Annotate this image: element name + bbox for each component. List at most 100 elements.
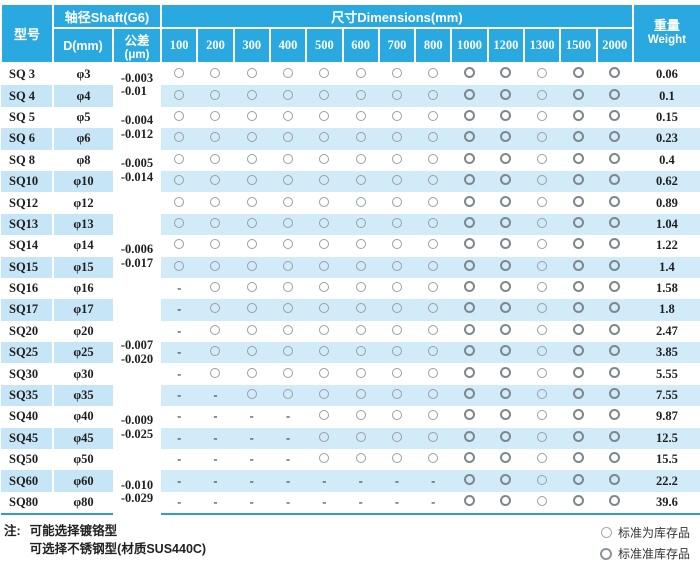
availability-cell-2000: [596, 406, 633, 428]
model-cell: SQ 5: [1, 106, 54, 129]
circle-thin-icon: [246, 153, 257, 164]
availability-cell-2000: [596, 63, 633, 86]
diameter-header: D(mm): [52, 27, 114, 64]
tolerance-header-cn: 公差: [124, 34, 150, 48]
circle-thin-icon: [283, 282, 294, 293]
tolerance-header: 公差 (μm): [111, 27, 163, 64]
circle-bold-icon: [500, 323, 512, 335]
availability-cell-1300: [523, 149, 561, 171]
circle-thin-icon: [537, 175, 548, 186]
availability-cell-1500: [560, 342, 597, 364]
availability-cell-1000: [451, 427, 488, 450]
dash-icon: -: [213, 430, 218, 445]
dash-icon: -: [249, 495, 254, 509]
model-cell: SQ20: [1, 320, 54, 343]
circle-bold-icon: [500, 430, 512, 442]
length-header-1200: 1200: [486, 27, 525, 64]
table-row-SQ16: SQ16 φ16 - 1.58: [1, 277, 700, 300]
availability-cell-300: [233, 63, 270, 86]
availability-cell-1300: [523, 427, 561, 450]
availability-cell-1200: [487, 384, 524, 407]
weight-header: 重量 Weight: [631, 3, 700, 64]
availability-cell-500: [306, 299, 343, 321]
availability-cell-500: [306, 427, 343, 450]
availability-cell-100: [161, 128, 198, 150]
availability-cell-1000: [451, 170, 488, 193]
circle-thin-icon: [246, 68, 257, 79]
availability-cell-2000: [596, 384, 633, 407]
diameter-cell: φ13: [53, 213, 113, 236]
circle-thin-icon: [391, 89, 402, 100]
availability-cell-200: [197, 63, 234, 86]
circle-bold-icon: [572, 323, 584, 335]
model-cell: SQ 4: [1, 85, 54, 107]
dash-icon: -: [249, 409, 254, 424]
circle-bold-icon: [464, 174, 476, 186]
circle-thin-icon: [319, 260, 330, 271]
circle-bold-icon: [572, 174, 584, 186]
diameter-cell: φ60: [53, 470, 113, 492]
circle-thin-icon: [355, 324, 366, 335]
diameter-cell: φ45: [53, 427, 113, 450]
availability-cell-1000: [451, 63, 488, 86]
circle-bold-icon: [464, 430, 476, 442]
circle-thin-icon: [246, 217, 257, 228]
circle-thin-icon: [355, 110, 366, 121]
circle-bold-icon: [572, 259, 584, 271]
circle-thin-icon: [428, 153, 439, 164]
availability-cell-500: [306, 85, 343, 107]
circle-bold-icon: [500, 88, 512, 100]
diameter-cell: φ25: [53, 342, 113, 364]
availability-cell-1500: [560, 149, 597, 171]
weight-cell: 2.47: [632, 320, 700, 343]
circle-thin-icon: [246, 175, 257, 186]
weight-cell: 5.55: [632, 363, 700, 385]
circle-thin-icon: [210, 217, 221, 228]
circle-thin-icon: [210, 282, 221, 293]
circle-bold-icon: [609, 174, 621, 186]
availability-cell-1000: [451, 192, 488, 214]
circle-thin-icon: [428, 410, 439, 421]
table-row-SQ6: SQ 6 φ6 0.23: [1, 128, 700, 150]
availability-cell-1200: [487, 470, 524, 492]
circle-thin-icon: [355, 367, 366, 378]
circle-thin-icon: [319, 196, 330, 207]
footer: 注: 可能选择镀铬型 可选择不锈钢型(材质SUS440C) 标准为库存品 标准准…: [0, 515, 700, 562]
circle-thin-icon: [174, 68, 185, 79]
availability-cell-500: [306, 192, 343, 214]
dash-icon: -: [213, 495, 218, 509]
circle-thin-icon: [391, 389, 402, 400]
circle-bold-icon: [609, 388, 621, 400]
circle-thin-icon: [210, 175, 221, 186]
circle-thin-icon: [391, 110, 402, 121]
dash-icon: -: [177, 323, 182, 338]
availability-cell-500: [306, 449, 343, 471]
availability-cell-100: [161, 85, 198, 107]
circle-bold-icon: [464, 323, 476, 335]
dimensions-group-header: 尺寸Dimensions(mm): [160, 3, 634, 29]
circle-thin-icon: [355, 132, 366, 143]
table-row-SQ13: SQ13 φ13 1.04: [1, 213, 700, 236]
availability-cell-200: [197, 213, 234, 236]
availability-cell-1300: [523, 235, 561, 257]
availability-cell-800: [415, 170, 452, 193]
circle-bold-icon: [609, 495, 621, 506]
availability-cell-200: [197, 363, 234, 385]
availability-cell-300: [233, 384, 270, 407]
circle-thin-icon: [319, 239, 330, 250]
availability-cell-300: [233, 342, 270, 364]
circle-bold-icon: [500, 452, 512, 464]
availability-cell-400: [269, 192, 307, 214]
availability-cell-800: [415, 342, 452, 364]
circle-bold-icon: [464, 452, 476, 464]
availability-cell-200: -: [197, 406, 234, 428]
availability-cell-700: [378, 106, 416, 129]
availability-cell-300: [233, 149, 270, 171]
availability-cell-400: [269, 85, 307, 107]
circle-bold-icon: [609, 152, 621, 164]
circle-bold-icon: [572, 131, 584, 143]
circle-thin-icon: [174, 175, 185, 186]
circle-thin-icon: [283, 239, 294, 250]
availability-cell-2000: [596, 192, 633, 214]
stock-legend: 标准为库存品 标准准库存品: [599, 524, 690, 562]
